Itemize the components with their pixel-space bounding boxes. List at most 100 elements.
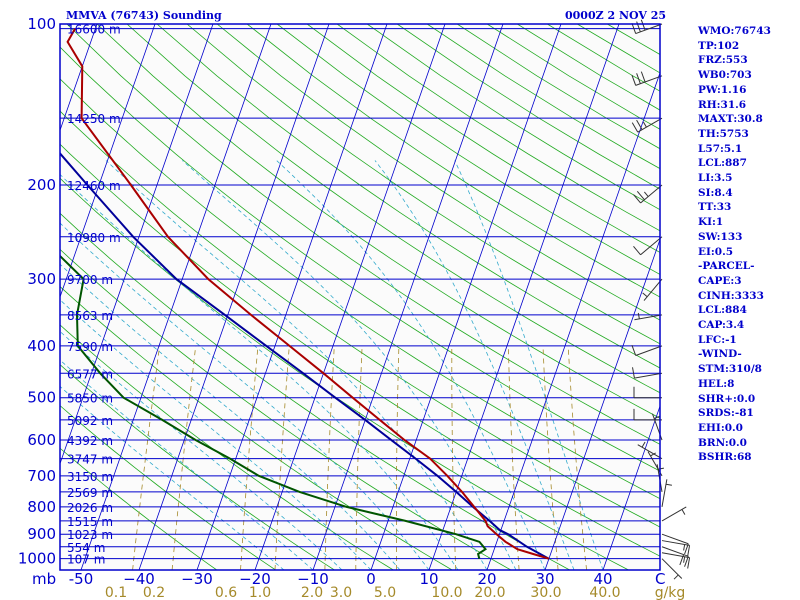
wind-barb xyxy=(632,367,663,379)
parcel-trace xyxy=(60,151,550,560)
mixing-ratio-label: 20.0 xyxy=(474,585,505,600)
index-item: -WIND- xyxy=(698,348,742,361)
isotherm xyxy=(428,24,620,570)
index-item: SHR+:0.0 xyxy=(698,392,756,405)
wind-barb xyxy=(634,312,663,321)
temperature-trace xyxy=(66,28,550,560)
height-label: 554 m xyxy=(67,541,105,555)
wind-barb xyxy=(631,71,663,86)
isotherm xyxy=(60,24,214,465)
moist-adiabat xyxy=(60,263,401,570)
wind-barb xyxy=(633,236,663,256)
temperature-tick-label: 40 xyxy=(593,570,612,588)
dewpoint-trace xyxy=(60,254,487,559)
index-item: TH:5753 xyxy=(698,127,749,140)
height-label: 14250 m xyxy=(67,112,121,126)
height-label: 5092 m xyxy=(67,414,113,428)
pressure-tick-label: 800 xyxy=(27,498,56,516)
height-label: 3150 m xyxy=(67,470,113,484)
index-item: BSHR:68 xyxy=(698,451,752,464)
index-item: STM:310/8 xyxy=(698,363,762,376)
mixing-ratio-label: 0.6 xyxy=(215,585,237,600)
index-item: LFC:-1 xyxy=(698,333,737,346)
index-item: CINH:3333 xyxy=(698,289,764,302)
dry-adiabat xyxy=(216,24,660,321)
moist-adiabat xyxy=(60,173,459,570)
mixing-ratio-label: 10.0 xyxy=(431,585,462,600)
temperature-tick-label: 30 xyxy=(535,570,554,588)
height-label: 5850 m xyxy=(67,392,113,406)
pressure-tick-label: 900 xyxy=(27,525,56,543)
pressure-tick-label: 500 xyxy=(27,389,56,407)
wind-barb xyxy=(633,386,662,399)
mixing-ratio-label: 0.1 xyxy=(105,585,127,600)
index-item: CAPE:3 xyxy=(698,274,742,287)
dry-adiabat xyxy=(276,24,660,275)
mixing-ratio-label: 40.0 xyxy=(589,585,620,600)
wind-barb xyxy=(631,344,663,356)
mixing-ratio-label: 3.0 xyxy=(330,585,352,600)
height-label: 8563 m xyxy=(67,309,113,323)
dry-adiabat xyxy=(96,24,660,419)
wind-barb xyxy=(661,479,672,507)
moist-adiabat xyxy=(374,160,575,570)
moist-adiabat xyxy=(60,222,430,570)
index-item: CAP:3.4 xyxy=(698,319,745,332)
dry-adiabat xyxy=(126,24,660,394)
isotherm xyxy=(544,238,660,570)
height-label: 12460 m xyxy=(67,179,121,193)
wind-barb xyxy=(642,278,663,301)
temperature-axis-label: C xyxy=(655,570,665,588)
index-item: -PARCEL- xyxy=(698,260,755,273)
indices-panel: WMO:76743 TP:102 FRZ:553 WB0:703 PW:1.16 RH:3… xyxy=(698,24,771,465)
mixing-ratio-label: 5.0 xyxy=(374,585,396,600)
height-label: 9700 m xyxy=(67,273,113,287)
height-label: 4392 m xyxy=(67,434,113,448)
index-item: RH:31.6 xyxy=(698,98,747,111)
index-item: LI:3.5 xyxy=(698,172,733,185)
dry-adiabat xyxy=(60,143,660,557)
height-label: 2569 m xyxy=(67,486,113,500)
index-item: SI:8.4 xyxy=(698,186,733,199)
index-item: HEL:8 xyxy=(698,377,735,390)
isotherm xyxy=(602,404,660,570)
height-label: 2026 m xyxy=(67,501,113,515)
dry-adiabat xyxy=(60,447,218,570)
temperature-tick-label: −30 xyxy=(181,570,213,588)
dry-adiabat xyxy=(60,405,276,570)
moist-adiabat xyxy=(105,160,488,570)
pressure-tick-label: 600 xyxy=(27,431,56,449)
pressure-tick-label: 200 xyxy=(27,176,56,194)
dry-adiabat xyxy=(60,285,453,570)
dry-adiabat xyxy=(66,24,660,445)
isotherm xyxy=(312,24,504,570)
temperature-tick-label: −20 xyxy=(239,570,271,588)
dry-adiabat xyxy=(306,24,660,253)
pressure-tick-label: 700 xyxy=(27,467,56,485)
height-label: 3747 m xyxy=(67,453,113,467)
wind-barb xyxy=(661,546,689,567)
wind-barb xyxy=(661,533,689,555)
pressure-tick-label: 100 xyxy=(27,15,56,33)
height-label: 7590 m xyxy=(67,340,113,354)
index-item: L57:5.1 xyxy=(698,142,743,155)
wind-barb xyxy=(661,540,691,557)
wind-barb xyxy=(661,552,691,569)
moist-adiabat xyxy=(276,160,546,570)
index-item: SW:133 xyxy=(698,230,743,243)
index-item: EHI:0.0 xyxy=(698,421,743,434)
wind-barb xyxy=(661,558,683,580)
plot-background xyxy=(60,24,660,570)
isotherm xyxy=(60,24,98,132)
moist-adiabat xyxy=(60,359,314,570)
height-label: 1515 m xyxy=(67,515,113,529)
wind-barb xyxy=(631,117,663,133)
isotherm xyxy=(486,71,660,570)
index-item: SRDS:-81 xyxy=(698,407,754,420)
temperature-tick-label: -50 xyxy=(69,570,94,588)
isotherm xyxy=(60,24,156,299)
isotherm xyxy=(254,24,446,570)
pressure-tick-label: 300 xyxy=(27,270,56,288)
index-item: WB0:703 xyxy=(698,69,752,82)
